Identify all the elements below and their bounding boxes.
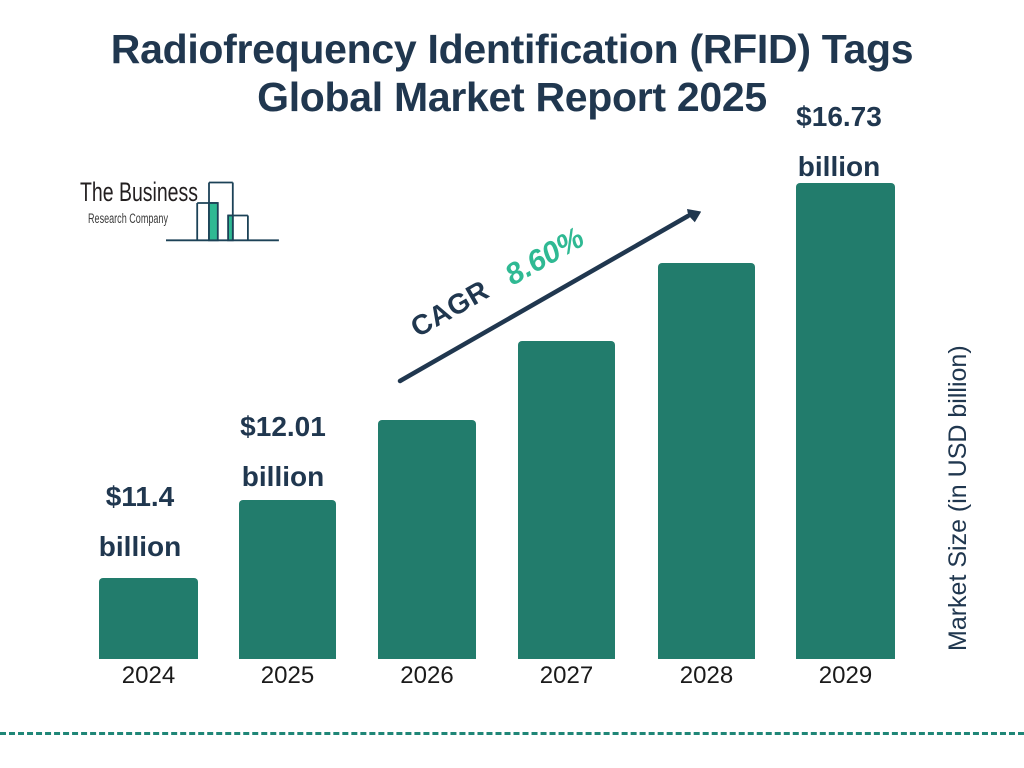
svg-text:The Business: The Business	[80, 177, 198, 207]
svg-text:Research Company: Research Company	[88, 211, 168, 226]
